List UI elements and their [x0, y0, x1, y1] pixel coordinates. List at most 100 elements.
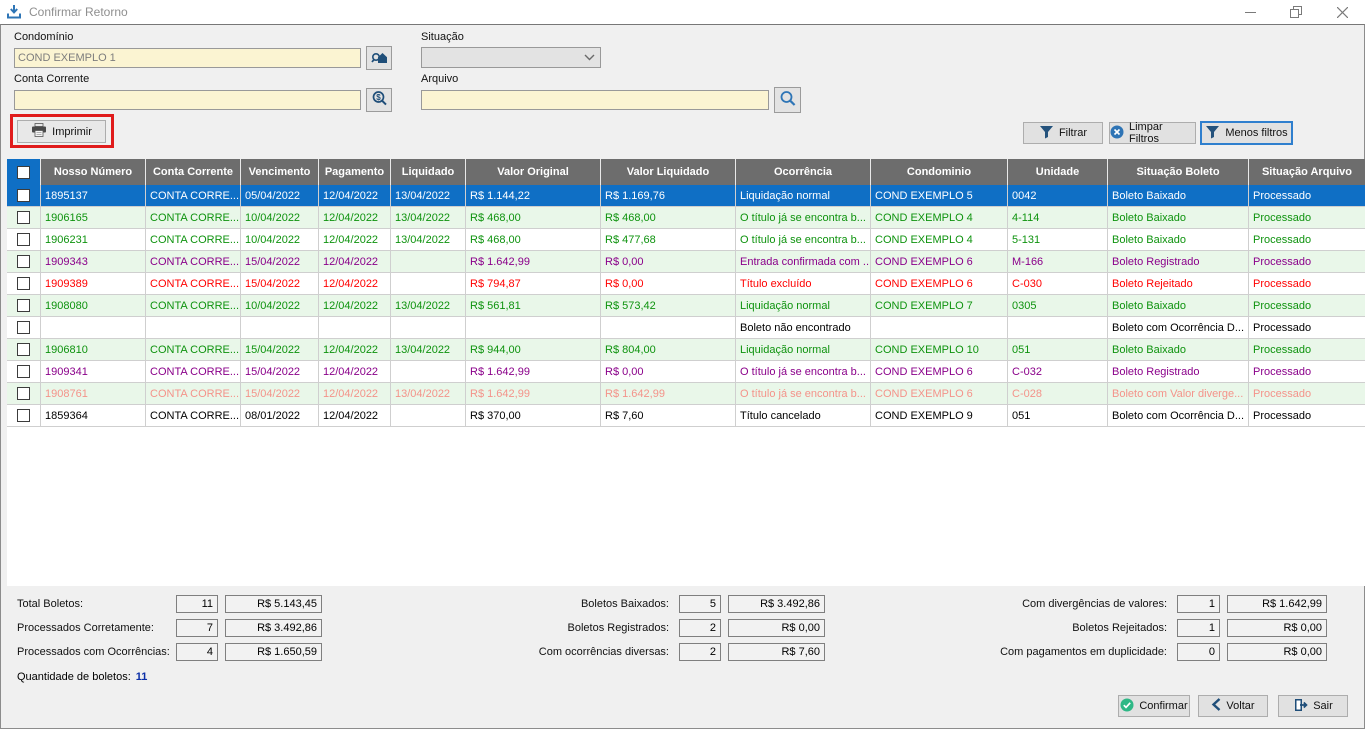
table-cell[interactable]: Boleto Baixado — [1108, 339, 1249, 360]
row-select-cell[interactable] — [7, 361, 41, 382]
column-header-11[interactable]: Situação Arquivo — [1249, 159, 1365, 185]
row-checkbox[interactable] — [17, 409, 30, 422]
table-cell[interactable]: Entrada confirmada com ... — [736, 251, 871, 272]
row-checkbox[interactable] — [17, 343, 30, 356]
table-cell[interactable]: 13/04/2022 — [391, 383, 466, 404]
table-row[interactable]: 1908761 CONTA CORRE... 15/04/2022 12/04/202… — [7, 383, 1365, 405]
table-cell[interactable]: 1908761 — [41, 383, 146, 404]
table-cell[interactable] — [241, 317, 319, 338]
table-cell[interactable]: R$ 1.642,99 — [466, 251, 601, 272]
column-header-4[interactable]: Liquidado — [391, 159, 466, 185]
column-header-10[interactable]: Situação Boleto — [1108, 159, 1249, 185]
table-cell[interactable]: Boleto Baixado — [1108, 207, 1249, 228]
table-cell[interactable] — [319, 317, 391, 338]
table-cell[interactable]: Título excluído — [736, 273, 871, 294]
table-cell[interactable]: R$ 477,68 — [601, 229, 736, 250]
table-cell[interactable] — [391, 361, 466, 382]
table-cell[interactable]: COND EXEMPLO 6 — [871, 251, 1008, 272]
table-cell[interactable]: 15/04/2022 — [241, 361, 319, 382]
situacao-select[interactable] — [421, 47, 601, 68]
table-row[interactable]: 1909389 CONTA CORRE... 15/04/2022 12/04/202… — [7, 273, 1365, 295]
table-cell[interactable]: R$ 794,87 — [466, 273, 601, 294]
table-cell[interactable]: 15/04/2022 — [241, 339, 319, 360]
table-cell[interactable]: CONTA CORRE... — [146, 229, 241, 250]
table-cell[interactable]: 10/04/2022 — [241, 295, 319, 316]
table-cell[interactable]: 12/04/2022 — [319, 339, 391, 360]
table-cell[interactable]: COND EXEMPLO 4 — [871, 229, 1008, 250]
table-cell[interactable]: R$ 573,42 — [601, 295, 736, 316]
table-cell[interactable]: R$ 468,00 — [601, 207, 736, 228]
table-cell[interactable]: COND EXEMPLO 7 — [871, 295, 1008, 316]
row-select-cell[interactable] — [7, 229, 41, 250]
table-cell[interactable]: Liquidação normal — [736, 295, 871, 316]
row-checkbox[interactable] — [17, 189, 30, 202]
table-cell[interactable] — [601, 317, 736, 338]
table-cell[interactable]: 4-114 — [1008, 207, 1108, 228]
table-cell[interactable]: 12/04/2022 — [319, 295, 391, 316]
row-select-cell[interactable] — [7, 383, 41, 404]
table-cell[interactable]: R$ 1.642,99 — [466, 383, 601, 404]
column-header-3[interactable]: Pagamento — [319, 159, 391, 185]
condominio-input[interactable] — [14, 48, 361, 68]
column-header-1[interactable]: Conta Corrente — [146, 159, 241, 185]
row-checkbox[interactable] — [17, 211, 30, 224]
table-cell[interactable]: Processado — [1249, 405, 1365, 426]
row-select-cell[interactable] — [7, 405, 41, 426]
table-cell[interactable]: Processado — [1249, 229, 1365, 250]
table-cell[interactable]: 1906810 — [41, 339, 146, 360]
table-cell[interactable]: Boleto Registrado — [1108, 251, 1249, 272]
table-cell[interactable]: CONTA CORRE... — [146, 207, 241, 228]
table-cell[interactable]: C-032 — [1008, 361, 1108, 382]
table-row[interactable]: 1909343 CONTA CORRE... 15/04/2022 12/04/202… — [7, 251, 1365, 273]
table-cell[interactable]: R$ 370,00 — [466, 405, 601, 426]
arquivo-lookup-button[interactable] — [774, 87, 801, 113]
table-cell[interactable] — [391, 405, 466, 426]
restore-button[interactable] — [1273, 0, 1319, 24]
table-cell[interactable] — [391, 273, 466, 294]
table-cell[interactable] — [391, 317, 466, 338]
table-cell[interactable]: 0305 — [1008, 295, 1108, 316]
table-cell[interactable] — [391, 251, 466, 272]
table-cell[interactable]: Boleto Registrado — [1108, 361, 1249, 382]
table-cell[interactable]: CONTA CORRE... — [146, 383, 241, 404]
table-cell[interactable]: O título já se encontra b... — [736, 207, 871, 228]
column-header-7[interactable]: Ocorrência — [736, 159, 871, 185]
table-row[interactable]: 1909341 CONTA CORRE... 15/04/2022 12/04/202… — [7, 361, 1365, 383]
close-button[interactable] — [1319, 0, 1365, 24]
table-cell[interactable]: CONTA CORRE... — [146, 251, 241, 272]
table-cell[interactable]: R$ 0,00 — [601, 361, 736, 382]
table-cell[interactable]: M-166 — [1008, 251, 1108, 272]
table-cell[interactable]: CONTA CORRE... — [146, 339, 241, 360]
voltar-button[interactable]: Voltar — [1198, 695, 1268, 717]
table-cell[interactable]: CONTA CORRE... — [146, 405, 241, 426]
table-cell[interactable]: R$ 468,00 — [466, 229, 601, 250]
table-cell[interactable]: 051 — [1008, 405, 1108, 426]
table-cell[interactable] — [41, 317, 146, 338]
table-cell[interactable]: Processado — [1249, 295, 1365, 316]
row-checkbox[interactable] — [17, 277, 30, 290]
row-checkbox[interactable] — [17, 233, 30, 246]
table-cell[interactable]: 13/04/2022 — [391, 185, 466, 206]
table-cell[interactable]: R$ 1.144,22 — [466, 185, 601, 206]
table-cell[interactable]: Liquidação normal — [736, 339, 871, 360]
table-cell[interactable]: COND EXEMPLO 10 — [871, 339, 1008, 360]
row-checkbox[interactable] — [17, 321, 30, 334]
table-cell[interactable]: R$ 804,00 — [601, 339, 736, 360]
row-select-cell[interactable] — [7, 185, 41, 206]
table-cell[interactable]: C-030 — [1008, 273, 1108, 294]
table-cell[interactable]: COND EXEMPLO 6 — [871, 273, 1008, 294]
column-header-6[interactable]: Valor Liquidado — [601, 159, 736, 185]
table-cell[interactable]: COND EXEMPLO 9 — [871, 405, 1008, 426]
row-select-cell[interactable] — [7, 295, 41, 316]
table-cell[interactable]: 051 — [1008, 339, 1108, 360]
column-header-0[interactable]: Nosso Número — [41, 159, 146, 185]
table-cell[interactable] — [871, 317, 1008, 338]
table-cell[interactable]: Processado — [1249, 317, 1365, 338]
table-row[interactable]: 1908080 CONTA CORRE... 10/04/2022 12/04/202… — [7, 295, 1365, 317]
table-cell[interactable]: 08/01/2022 — [241, 405, 319, 426]
table-cell[interactable]: 12/04/2022 — [319, 251, 391, 272]
table-cell[interactable]: Processado — [1249, 251, 1365, 272]
table-cell[interactable]: 13/04/2022 — [391, 207, 466, 228]
table-row[interactable]: Boleto não encontrado Boleto com Ocorrênc… — [7, 317, 1365, 339]
row-select-cell[interactable] — [7, 207, 41, 228]
